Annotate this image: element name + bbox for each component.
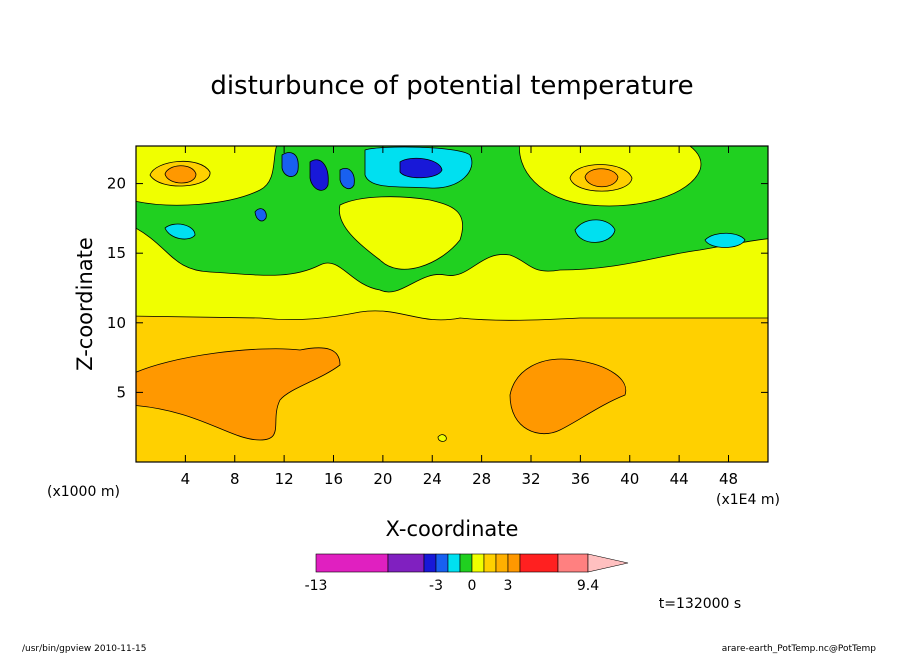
colorbar-tick-label: -3	[429, 578, 443, 594]
contour-region	[136, 347, 341, 441]
colorbar-segment	[447, 553, 461, 573]
x-tick-label: 16	[324, 470, 343, 488]
x-unit-label: (x1E4 m)	[716, 492, 780, 508]
contour-region	[164, 223, 196, 240]
x-tick-label: 4	[181, 470, 191, 488]
colorbar-segment	[435, 553, 449, 573]
x-tick-label: 40	[620, 470, 639, 488]
contour-region	[339, 168, 355, 189]
contour-region	[509, 358, 627, 434]
footer-right: arare-earth_PotTemp.nc@PotTemp	[722, 644, 877, 654]
y-axis-title: Z-coordinate	[73, 237, 97, 371]
colorbar-segment	[459, 553, 473, 573]
colorbar-segment	[519, 553, 559, 573]
x-tick-label: 12	[275, 470, 294, 488]
contour-region	[164, 165, 197, 184]
colorbar-tick-label: -13	[305, 578, 328, 594]
x-tick-label: 24	[423, 470, 442, 488]
y-tick-label: 15	[107, 244, 126, 262]
x-tick-label: 20	[373, 470, 392, 488]
y-tick-label: 5	[116, 383, 126, 401]
y-tick-label: 10	[107, 314, 126, 332]
colorbar-segment	[423, 553, 437, 573]
contour-region	[704, 232, 746, 248]
colorbar-segment	[495, 553, 509, 573]
contour-region	[399, 157, 443, 179]
x-tick-label: 44	[670, 470, 689, 488]
x-tick-label: 8	[230, 470, 240, 488]
colorbar: -13 -3 0 3 9.4	[305, 553, 629, 594]
contour-region	[437, 434, 447, 442]
contour-region	[254, 208, 267, 222]
colorbar-extension	[587, 553, 629, 573]
colorbar-segment	[387, 553, 425, 573]
colorbar-segment	[315, 553, 389, 573]
y-unit-label: (x1000 m)	[47, 484, 120, 500]
contour-region	[574, 219, 616, 243]
x-tick-label: 32	[521, 470, 540, 488]
colorbar-segment	[507, 553, 521, 573]
x-tick-label: 28	[472, 470, 491, 488]
colorbar-segment	[483, 553, 497, 573]
contour-region	[584, 168, 619, 188]
x-tick-label: 36	[571, 470, 590, 488]
colorbar-segment	[557, 553, 589, 573]
colorbar-tick-label: 0	[468, 578, 477, 594]
x-axis-title: X-coordinate	[386, 517, 519, 541]
colorbar-segment	[471, 553, 485, 573]
colorbar-tick-label: 9.4	[577, 578, 599, 594]
colorbar-tick-label: 3	[504, 578, 513, 594]
plot-frame	[135, 145, 769, 463]
x-tick-label: 48	[719, 470, 738, 488]
chart-title: disturbunce of potential temperature	[210, 71, 693, 101]
time-annotation: t=132000 s	[659, 596, 741, 612]
y-tick-label: 20	[107, 175, 126, 193]
contour-region	[281, 152, 299, 177]
contour-region	[338, 196, 463, 270]
contour-region	[309, 159, 329, 191]
footer-left: /usr/bin/gpview 2010-11-15	[22, 644, 146, 654]
contour-field	[136, 146, 768, 462]
